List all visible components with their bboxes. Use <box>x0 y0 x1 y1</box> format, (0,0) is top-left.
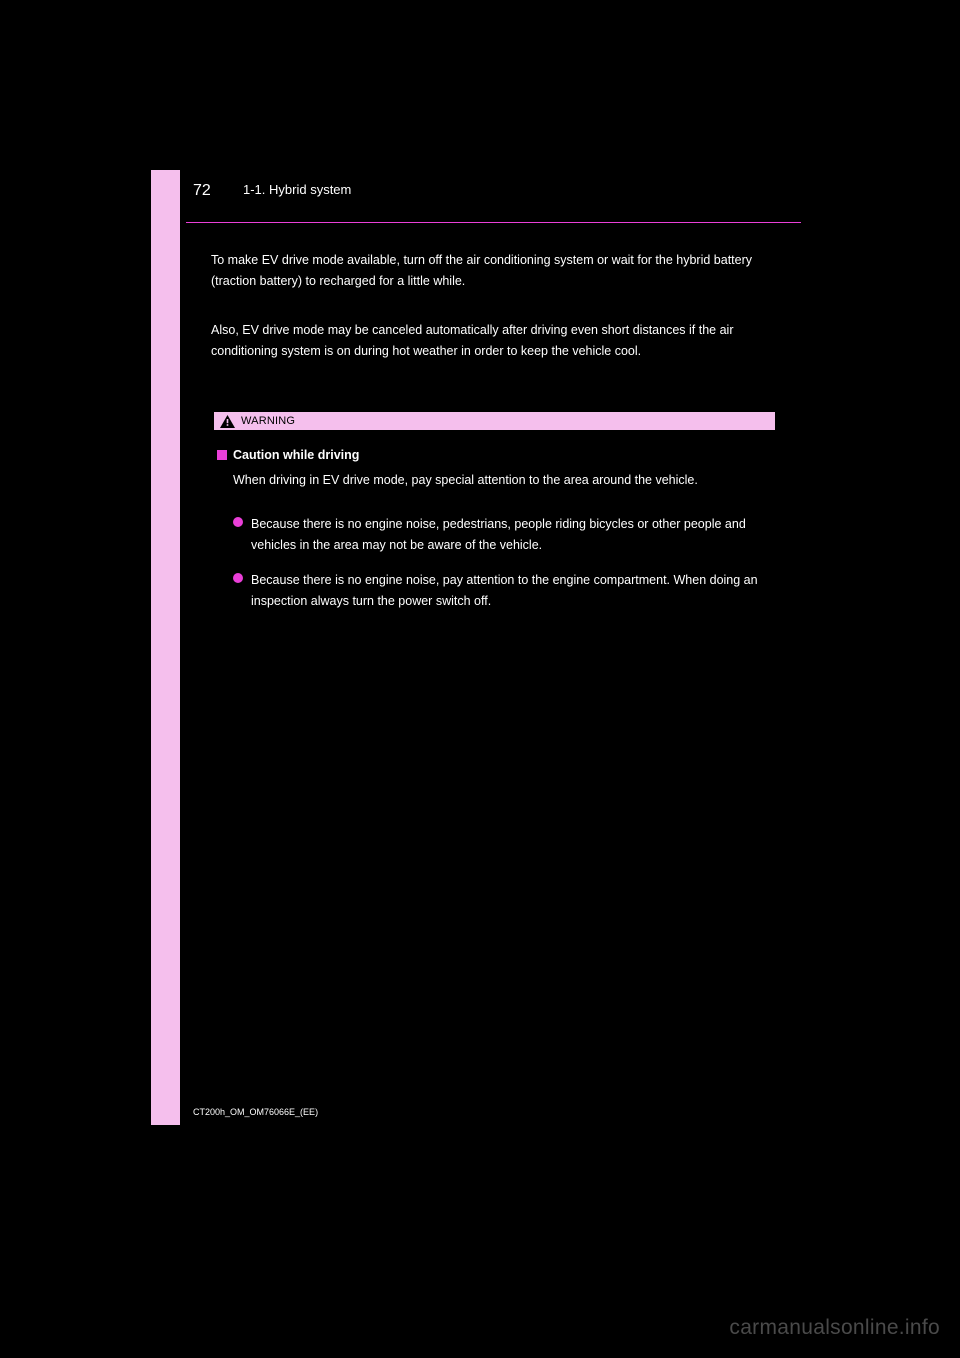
body-paragraph: To make EV drive mode available, turn of… <box>211 250 776 293</box>
square-bullet-icon <box>217 450 227 460</box>
side-accent-bar <box>151 170 180 1125</box>
warning-label: WARNING <box>241 415 295 427</box>
round-bullet-icon <box>233 573 243 583</box>
warning-heading: Caution while driving <box>233 448 359 462</box>
bullet-text: Because there is no engine noise, pedest… <box>251 514 773 557</box>
warning-heading-row: Caution while driving <box>217 448 359 462</box>
section-header: 1-1. Hybrid system <box>243 182 351 197</box>
warning-bullet-item: Because there is no engine noise, pedest… <box>233 514 773 557</box>
round-bullet-icon <box>233 517 243 527</box>
footer-document-code: CT200h_OM_OM76066E_(EE) <box>193 1107 318 1117</box>
manual-page: 72 1-1. Hybrid system To make EV drive m… <box>151 170 801 1125</box>
warning-triangle-icon <box>220 415 235 428</box>
warning-bullet-item: Because there is no engine noise, pay at… <box>233 570 773 613</box>
page-number: 72 <box>193 182 211 200</box>
warning-header-bar: WARNING <box>214 412 775 430</box>
watermark-text: carmanualsonline.info <box>729 1316 940 1340</box>
body-paragraph: Also, EV drive mode may be canceled auto… <box>211 320 776 363</box>
bullet-text: Because there is no engine noise, pay at… <box>251 570 773 613</box>
warning-intro-text: When driving in EV drive mode, pay speci… <box>233 470 773 491</box>
header-divider <box>186 222 801 223</box>
